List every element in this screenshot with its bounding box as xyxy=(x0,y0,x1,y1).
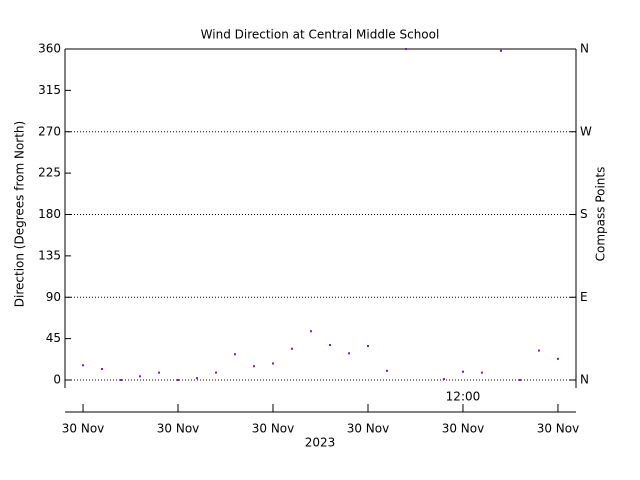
y-tick-label: 135 xyxy=(38,248,61,262)
chart-title: Wind Direction at Central Middle School xyxy=(201,28,440,42)
y2-tick-label: N xyxy=(580,42,589,56)
y2-tick-label: W xyxy=(580,124,592,138)
point xyxy=(234,353,237,356)
y-tick-label: 315 xyxy=(38,83,61,97)
point xyxy=(480,371,483,374)
point xyxy=(120,379,123,381)
x-tick-label: 30 Nov xyxy=(442,422,485,436)
y-tick-label: 360 xyxy=(38,42,61,56)
point xyxy=(442,378,445,381)
point xyxy=(101,367,104,370)
point xyxy=(291,347,294,350)
y-axis-label: Direction (Degrees from North) xyxy=(13,121,27,307)
y-tick-label: 270 xyxy=(38,124,61,138)
point xyxy=(196,377,199,380)
point xyxy=(366,344,369,347)
x-tick-label: 30 Nov xyxy=(537,422,580,436)
y-tick-label: 90 xyxy=(46,290,61,304)
y2-axis-label: Compass Points xyxy=(594,167,608,262)
y-tick-label: 225 xyxy=(38,166,61,180)
point xyxy=(404,48,407,50)
point xyxy=(253,365,256,368)
point xyxy=(215,371,218,374)
point xyxy=(385,369,388,372)
y-tick-label: 180 xyxy=(38,207,61,221)
x-tick-label: 30 Nov xyxy=(252,422,295,436)
y-tick-label: 45 xyxy=(46,331,61,345)
point xyxy=(177,379,180,381)
point xyxy=(158,371,161,374)
point xyxy=(556,357,559,360)
point xyxy=(518,379,521,381)
annotation: 12:00 xyxy=(446,390,481,404)
y2-tick-label: S xyxy=(580,207,588,221)
point xyxy=(139,375,142,378)
x-axis-label: 2023 xyxy=(305,436,336,450)
point xyxy=(347,352,350,355)
point xyxy=(537,349,540,352)
y2-tick-label: N xyxy=(580,373,589,387)
point xyxy=(328,344,331,347)
point xyxy=(461,370,464,373)
x-tick-label: 30 Nov xyxy=(347,422,390,436)
point xyxy=(310,330,313,333)
point xyxy=(272,362,275,365)
point xyxy=(499,49,502,52)
x-tick-label: 30 Nov xyxy=(157,422,200,436)
y2-tick-label: E xyxy=(580,290,588,304)
y-tick-label: 0 xyxy=(53,373,61,387)
x-tick-label: 30 Nov xyxy=(62,422,105,436)
point xyxy=(82,364,85,367)
